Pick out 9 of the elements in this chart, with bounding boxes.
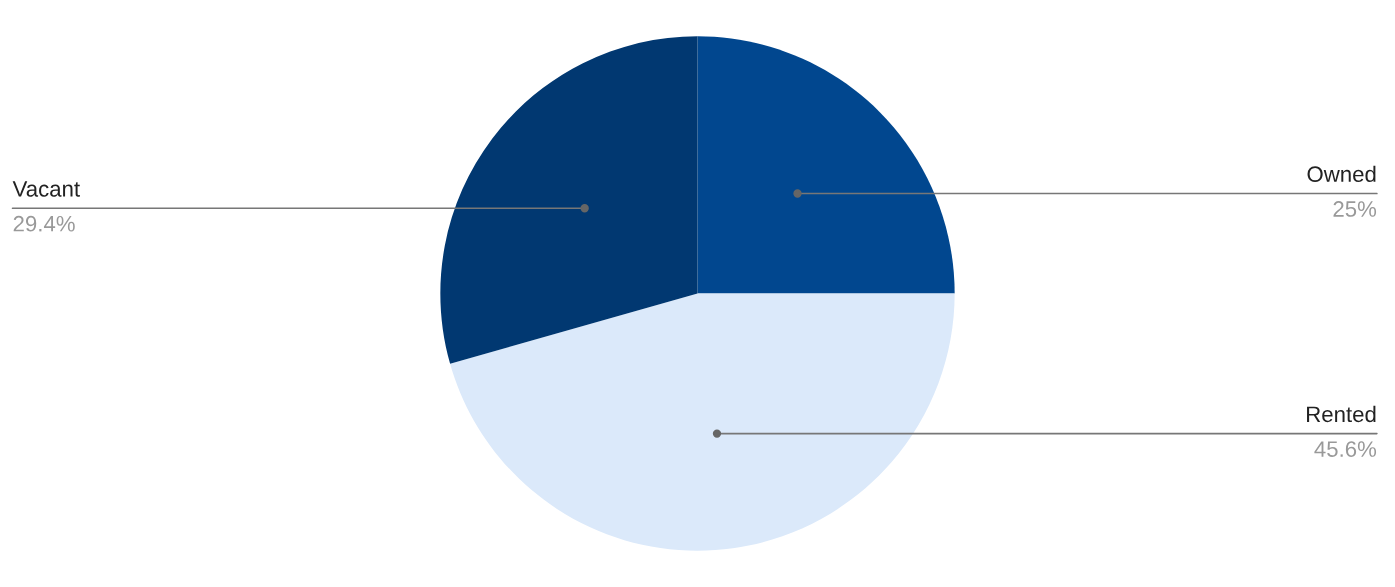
- data-label: 45.6%: [1314, 441, 1377, 457]
- data-label: 29.4%: [13, 215, 75, 232]
- data-label: 25%: [1333, 201, 1377, 217]
- pie-slice: [440, 36, 698, 364]
- pie-slice: [697, 36, 955, 294]
- slice-label: Owned: [1307, 165, 1376, 183]
- pie-slice: [450, 293, 955, 551]
- slice-label: Vacant: [12, 181, 80, 197]
- slice-label: Rented: [1307, 405, 1376, 423]
